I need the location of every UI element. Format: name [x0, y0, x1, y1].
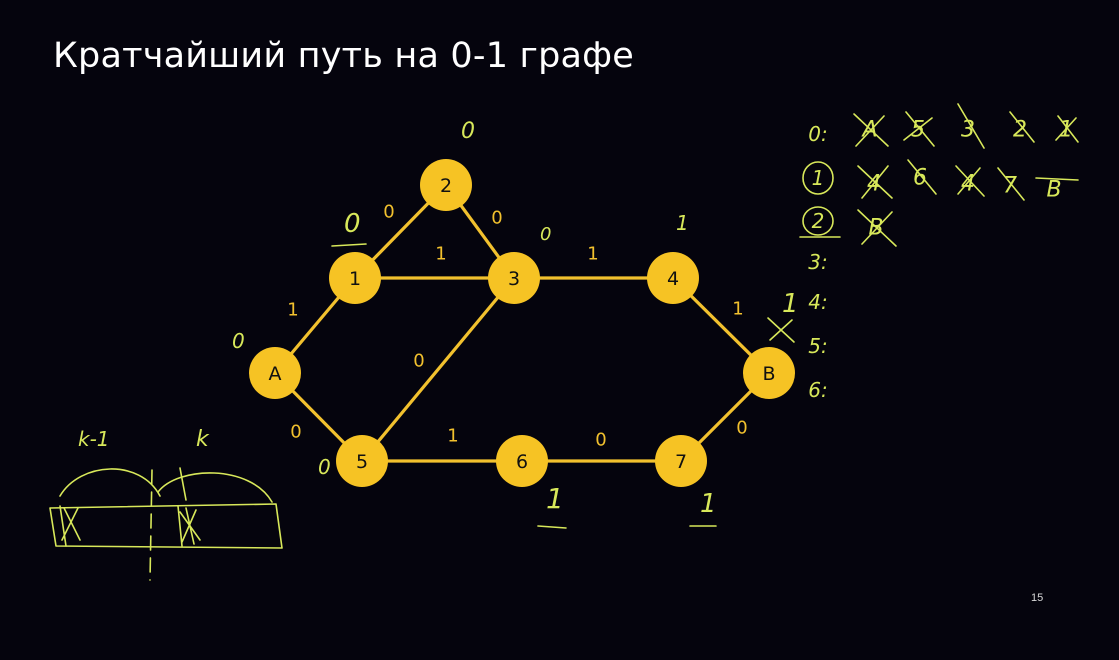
edge-weight-5-6: 1 [447, 426, 458, 447]
node-label: B [762, 363, 775, 385]
bucket-label-2: 2 [812, 209, 825, 233]
bucket-0-entries-2: 3 [961, 118, 975, 143]
edge-weight-4-B: 1 [732, 299, 743, 320]
distance-mark-A: 0 [232, 329, 245, 353]
node-circle [647, 252, 699, 304]
node-label: 1 [349, 268, 361, 290]
node-circle [488, 252, 540, 304]
bucket-label-1: 1 [812, 166, 825, 190]
node-circle [249, 347, 301, 399]
distance-strike-B [767, 317, 795, 343]
node-1: 1 [329, 252, 381, 304]
node-label: 2 [440, 175, 452, 197]
node-label: 4 [667, 268, 679, 290]
deque-sketch: k-1 k [49, 427, 283, 581]
edge-weight-3-5: 0 [413, 351, 424, 372]
bucket-0-strikes [853, 103, 1079, 149]
sketch-arc-right [157, 472, 273, 503]
sketch-tick [179, 467, 187, 501]
distance-mark-5: 0 [318, 455, 331, 479]
edge-weight-A-1: 1 [287, 300, 298, 321]
node-label: 3 [508, 268, 520, 290]
node-circle [336, 435, 388, 487]
node-circle [655, 435, 707, 487]
bucket-table: 0:123:4:5:6: A 5 3 2 14 6 4 7 BB [799, 103, 1079, 402]
node-label: 6 [516, 451, 528, 473]
node-4: 4 [647, 252, 699, 304]
distance-mark-1: 0 [344, 209, 361, 239]
node-7: 7 [655, 435, 707, 487]
node-circle [329, 252, 381, 304]
sketch-cell-right [177, 505, 201, 547]
bucket-2-strikes [857, 209, 897, 247]
distance-mark-3: 0 [540, 224, 551, 245]
distance-underline [331, 243, 367, 247]
edge-weight-7-B: 0 [736, 418, 747, 439]
node-circle [420, 159, 472, 211]
distance-mark-2: 0 [461, 119, 475, 144]
node-B: B [743, 347, 795, 399]
node-3: 3 [488, 252, 540, 304]
sketch-divider [149, 469, 153, 581]
bucket-label-4: 4: [808, 290, 827, 314]
node-label: 5 [356, 451, 368, 473]
slide-number: 15 [1031, 592, 1044, 604]
node-label: 7 [675, 451, 687, 473]
edge-weight-1-2: 0 [383, 202, 394, 223]
node-5: 5 [336, 435, 388, 487]
distance-underline [537, 525, 567, 529]
distance-mark-7: 1 [700, 489, 717, 519]
node-circle [743, 347, 795, 399]
distance-mark-4: 1 [676, 211, 689, 235]
sketch-label-k: k [196, 427, 210, 452]
edge-weight-A-5: 0 [290, 422, 301, 443]
bucket-2-circle [802, 206, 834, 236]
bucket-label-3: 3: [808, 250, 827, 274]
sketch-arc-left [59, 468, 161, 497]
distance-mark-6: 1 [546, 482, 564, 515]
edge-weight-3-4: 1 [587, 244, 598, 265]
edge-weight-1-3: 1 [435, 244, 446, 265]
node-6: 6 [496, 435, 548, 487]
bucket-1-entries-4: B [1046, 178, 1061, 203]
slide-title: Кратчайший путь на 0-1 графе [53, 36, 635, 76]
bucket-1-circle [802, 161, 834, 195]
sketch-strip [49, 503, 283, 549]
node-A: A [249, 347, 301, 399]
edge-3-5 [360, 276, 516, 463]
node-2: 2 [420, 159, 472, 211]
sketch-cell-left [59, 505, 81, 547]
bucket-labels: 0: 1 2 3: 4: 5: 6: [808, 122, 827, 402]
node-label: A [269, 363, 282, 385]
bucket-label-5: 5: [808, 334, 827, 358]
nodes-layer: A 1 2 3 4 5 6 7 B [249, 159, 795, 487]
edge-weight-6-7: 0 [595, 430, 606, 451]
bucket-1-entries-1: 6 [913, 166, 927, 191]
bucket-label-0: 0: [808, 122, 827, 146]
node-circle [496, 435, 548, 487]
edge-weight-2-3: 0 [491, 208, 502, 229]
bucket-1-strikes [857, 159, 1079, 201]
sketch-label-k-minus-1: k-1 [78, 427, 110, 451]
bucket-label-6: 6: [808, 378, 827, 402]
bucket-0-entries-3: 2 [1013, 118, 1027, 143]
distance-mark-B: 1 [782, 289, 799, 319]
bucket-1-entries-3: 7 [1003, 174, 1017, 199]
weights-layer: 1 0 0 1 0 1 0 1 1 0 0 [287, 202, 747, 451]
